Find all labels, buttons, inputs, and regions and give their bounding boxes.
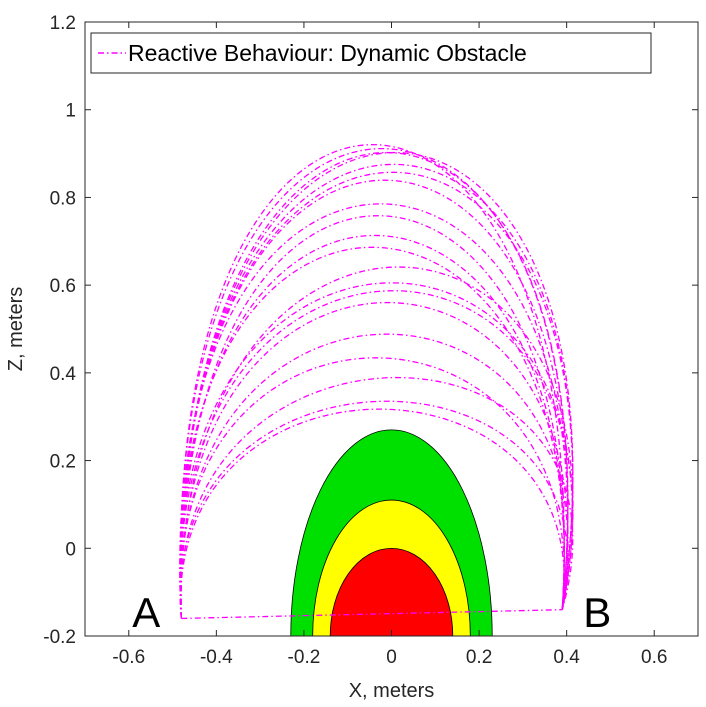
x-tick-label: 0.6 (641, 647, 667, 668)
trajectory-line (180, 215, 565, 619)
legend-entry: Reactive Behaviour: Dynamic Obstacle (128, 40, 527, 66)
axis-ticks (85, 21, 698, 637)
trajectory-line (180, 266, 574, 619)
trajectory-line (180, 301, 569, 619)
trajectory-line (179, 400, 569, 619)
x-axis-label: X, meters (349, 680, 435, 702)
y-tick-label: 1 (65, 101, 76, 122)
y-tick-label: -0.2 (43, 627, 76, 648)
trajectory-line (180, 408, 565, 619)
legend: Reactive Behaviour: Dynamic Obstacle (90, 32, 652, 74)
y-tick-label: 0 (65, 539, 76, 560)
y-tick-label: 0.6 (50, 276, 76, 297)
x-tick-label: 0 (386, 647, 397, 668)
obstacle-zones (290, 429, 493, 637)
y-tick-label: 0.4 (50, 364, 77, 385)
x-tick-label: -0.2 (288, 647, 321, 668)
trajectory-line (180, 333, 569, 619)
trajectory-line (179, 357, 565, 619)
x-tick-label: -0.6 (112, 647, 145, 668)
trajectory-line (181, 609, 563, 620)
point-label-b: B (583, 589, 611, 636)
trajectory-line (179, 144, 565, 619)
tick-labels: -0.6 -0.4 -0.2 0 0.2 0.4 0.6 -0.2 0 0.2 0.4 0.6 0.8 1… (43, 13, 667, 668)
trajectory-lines (179, 144, 574, 620)
legend-box (90, 32, 652, 74)
trajectory-line (180, 151, 569, 619)
trajectory-line (179, 376, 574, 619)
trajectory-line (179, 163, 574, 619)
y-tick-label: 1.2 (50, 13, 76, 34)
x-tick-label: -0.4 (200, 647, 233, 668)
trajectory-line (179, 203, 569, 619)
trajectory-line (179, 147, 569, 619)
trajectory-line (180, 179, 569, 619)
x-tick-label: 0.2 (466, 647, 492, 668)
y-axis-label: Z, meters (5, 287, 27, 371)
x-tick-label: 0.4 (553, 647, 580, 668)
y-tick-label: 0.8 (50, 188, 76, 209)
trajectory-line (179, 290, 574, 619)
point-label-a: A (132, 589, 160, 636)
y-tick-label: 0.2 (50, 452, 76, 473)
